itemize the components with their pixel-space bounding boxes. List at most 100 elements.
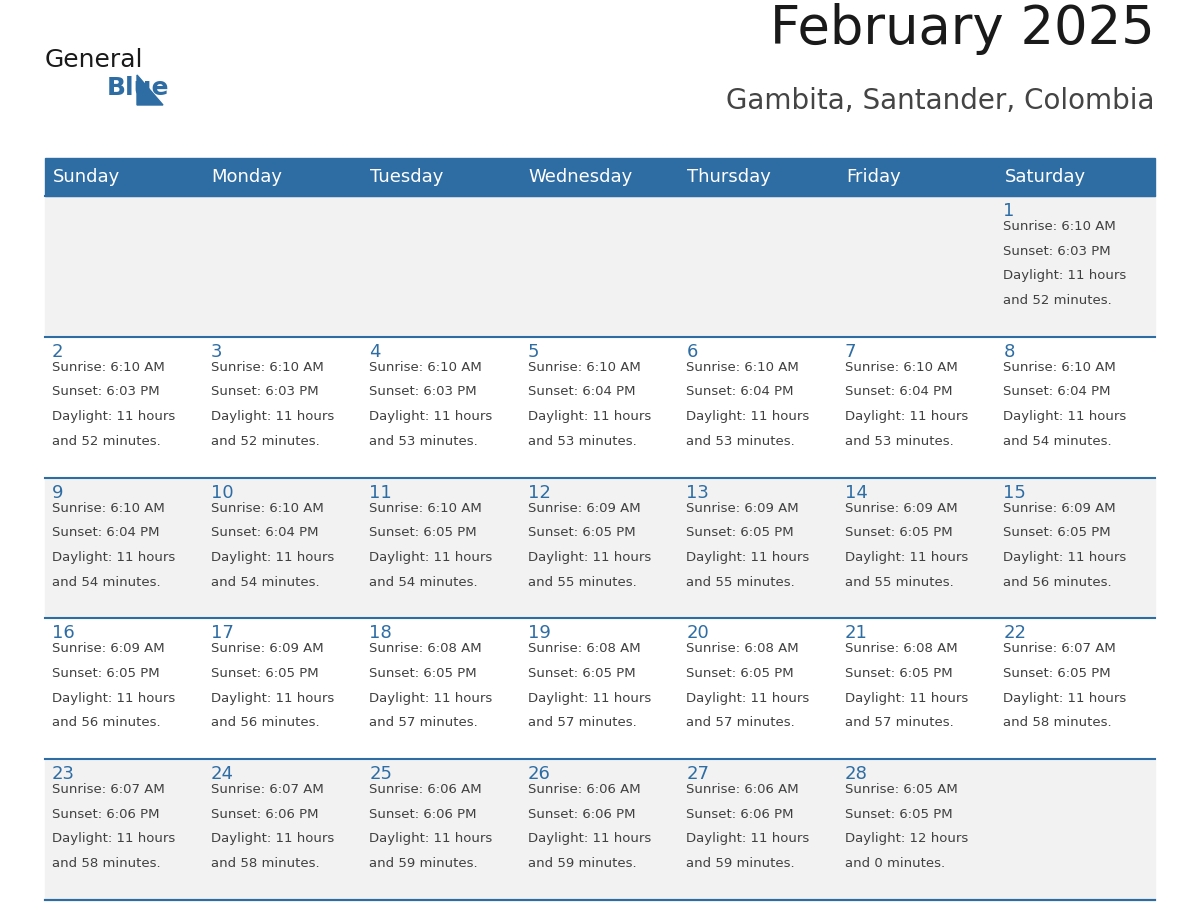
Text: and 59 minutes.: and 59 minutes. xyxy=(527,857,637,870)
Text: 4: 4 xyxy=(369,342,380,361)
Text: Sunrise: 6:09 AM: Sunrise: 6:09 AM xyxy=(210,643,323,655)
Text: 7: 7 xyxy=(845,342,857,361)
Text: Sunrise: 6:08 AM: Sunrise: 6:08 AM xyxy=(369,643,482,655)
Text: and 54 minutes.: and 54 minutes. xyxy=(369,576,478,588)
Text: and 54 minutes.: and 54 minutes. xyxy=(52,576,160,588)
Text: Sunrise: 6:07 AM: Sunrise: 6:07 AM xyxy=(210,783,323,796)
Text: Daylight: 11 hours: Daylight: 11 hours xyxy=(369,691,492,705)
Text: 3: 3 xyxy=(210,342,222,361)
Text: and 57 minutes.: and 57 minutes. xyxy=(845,716,954,729)
Text: Sunrise: 6:07 AM: Sunrise: 6:07 AM xyxy=(52,783,165,796)
Text: Sunrise: 6:08 AM: Sunrise: 6:08 AM xyxy=(527,643,640,655)
Text: and 54 minutes.: and 54 minutes. xyxy=(210,576,320,588)
Text: and 53 minutes.: and 53 minutes. xyxy=(687,435,795,448)
Text: and 52 minutes.: and 52 minutes. xyxy=(1004,294,1112,307)
Text: 13: 13 xyxy=(687,484,709,501)
Text: Sunset: 6:05 PM: Sunset: 6:05 PM xyxy=(369,526,476,539)
Text: 6: 6 xyxy=(687,342,697,361)
Text: Thursday: Thursday xyxy=(688,168,771,186)
Text: Sunset: 6:03 PM: Sunset: 6:03 PM xyxy=(52,386,159,398)
Text: and 58 minutes.: and 58 minutes. xyxy=(210,857,320,870)
Text: Daylight: 11 hours: Daylight: 11 hours xyxy=(210,833,334,845)
Text: Sunset: 6:05 PM: Sunset: 6:05 PM xyxy=(845,526,953,539)
Text: Daylight: 11 hours: Daylight: 11 hours xyxy=(1004,269,1126,282)
Text: February 2025: February 2025 xyxy=(770,3,1155,55)
Text: Sunrise: 6:10 AM: Sunrise: 6:10 AM xyxy=(369,501,482,515)
Text: and 59 minutes.: and 59 minutes. xyxy=(687,857,795,870)
Text: 23: 23 xyxy=(52,766,75,783)
Text: Daylight: 11 hours: Daylight: 11 hours xyxy=(687,551,809,564)
Text: Daylight: 11 hours: Daylight: 11 hours xyxy=(845,691,968,705)
Text: Sunset: 6:05 PM: Sunset: 6:05 PM xyxy=(687,526,794,539)
Text: 26: 26 xyxy=(527,766,550,783)
Text: 15: 15 xyxy=(1004,484,1026,501)
Text: Daylight: 11 hours: Daylight: 11 hours xyxy=(687,410,809,423)
Text: Sunrise: 6:10 AM: Sunrise: 6:10 AM xyxy=(210,501,323,515)
Text: Daylight: 11 hours: Daylight: 11 hours xyxy=(845,551,968,564)
Text: Sunrise: 6:10 AM: Sunrise: 6:10 AM xyxy=(687,361,800,374)
Text: Daylight: 11 hours: Daylight: 11 hours xyxy=(527,833,651,845)
Text: and 56 minutes.: and 56 minutes. xyxy=(210,716,320,729)
Text: Daylight: 11 hours: Daylight: 11 hours xyxy=(210,551,334,564)
Text: and 57 minutes.: and 57 minutes. xyxy=(369,716,478,729)
Text: Sunset: 6:06 PM: Sunset: 6:06 PM xyxy=(52,808,159,821)
Text: Sunset: 6:05 PM: Sunset: 6:05 PM xyxy=(527,526,636,539)
Text: Sunrise: 6:10 AM: Sunrise: 6:10 AM xyxy=(1004,220,1117,233)
Text: and 55 minutes.: and 55 minutes. xyxy=(527,576,637,588)
Text: Sunset: 6:04 PM: Sunset: 6:04 PM xyxy=(845,386,953,398)
Text: 25: 25 xyxy=(369,766,392,783)
Text: Sunrise: 6:08 AM: Sunrise: 6:08 AM xyxy=(687,643,798,655)
Text: Daylight: 11 hours: Daylight: 11 hours xyxy=(687,691,809,705)
Text: Daylight: 11 hours: Daylight: 11 hours xyxy=(52,551,176,564)
Text: Daylight: 11 hours: Daylight: 11 hours xyxy=(527,691,651,705)
Text: Sunset: 6:05 PM: Sunset: 6:05 PM xyxy=(687,667,794,680)
Text: 27: 27 xyxy=(687,766,709,783)
Text: Sunset: 6:06 PM: Sunset: 6:06 PM xyxy=(687,808,794,821)
Text: and 52 minutes.: and 52 minutes. xyxy=(210,435,320,448)
Bar xyxy=(45,158,1155,196)
Text: Sunset: 6:04 PM: Sunset: 6:04 PM xyxy=(210,526,318,539)
Text: Daylight: 11 hours: Daylight: 11 hours xyxy=(1004,551,1126,564)
Text: Wednesday: Wednesday xyxy=(529,168,633,186)
Text: Daylight: 11 hours: Daylight: 11 hours xyxy=(369,551,492,564)
Text: and 53 minutes.: and 53 minutes. xyxy=(527,435,637,448)
Text: and 57 minutes.: and 57 minutes. xyxy=(687,716,795,729)
Text: Sunrise: 6:09 AM: Sunrise: 6:09 AM xyxy=(1004,501,1116,515)
Text: Sunrise: 6:08 AM: Sunrise: 6:08 AM xyxy=(845,643,958,655)
Text: Blue: Blue xyxy=(107,76,170,100)
Text: Sunset: 6:05 PM: Sunset: 6:05 PM xyxy=(1004,667,1111,680)
Text: Daylight: 11 hours: Daylight: 11 hours xyxy=(210,691,334,705)
Text: 14: 14 xyxy=(845,484,867,501)
Text: and 58 minutes.: and 58 minutes. xyxy=(52,857,160,870)
Text: and 58 minutes.: and 58 minutes. xyxy=(1004,716,1112,729)
Text: Daylight: 11 hours: Daylight: 11 hours xyxy=(845,410,968,423)
Text: Gambita, Santander, Colombia: Gambita, Santander, Colombia xyxy=(727,87,1155,115)
Text: Sunset: 6:05 PM: Sunset: 6:05 PM xyxy=(845,808,953,821)
Text: Sunrise: 6:10 AM: Sunrise: 6:10 AM xyxy=(527,361,640,374)
Text: Daylight: 11 hours: Daylight: 11 hours xyxy=(52,691,176,705)
Text: Sunset: 6:04 PM: Sunset: 6:04 PM xyxy=(687,386,794,398)
Text: Sunrise: 6:10 AM: Sunrise: 6:10 AM xyxy=(845,361,958,374)
Text: Tuesday: Tuesday xyxy=(371,168,443,186)
Text: Sunrise: 6:06 AM: Sunrise: 6:06 AM xyxy=(369,783,482,796)
Text: Sunset: 6:06 PM: Sunset: 6:06 PM xyxy=(369,808,476,821)
Text: Sunset: 6:04 PM: Sunset: 6:04 PM xyxy=(52,526,159,539)
Text: Sunset: 6:03 PM: Sunset: 6:03 PM xyxy=(210,386,318,398)
Text: Sunrise: 6:06 AM: Sunrise: 6:06 AM xyxy=(687,783,798,796)
Text: Friday: Friday xyxy=(846,168,901,186)
Text: Daylight: 11 hours: Daylight: 11 hours xyxy=(52,833,176,845)
Text: Sunset: 6:05 PM: Sunset: 6:05 PM xyxy=(369,667,476,680)
Text: Sunset: 6:06 PM: Sunset: 6:06 PM xyxy=(527,808,636,821)
Text: Sunset: 6:04 PM: Sunset: 6:04 PM xyxy=(1004,386,1111,398)
Polygon shape xyxy=(137,75,163,105)
Text: Sunrise: 6:09 AM: Sunrise: 6:09 AM xyxy=(52,643,165,655)
Text: and 53 minutes.: and 53 minutes. xyxy=(845,435,954,448)
Bar xyxy=(45,477,1155,619)
Text: and 59 minutes.: and 59 minutes. xyxy=(369,857,478,870)
Text: 19: 19 xyxy=(527,624,550,643)
Text: Daylight: 11 hours: Daylight: 11 hours xyxy=(1004,691,1126,705)
Text: and 56 minutes.: and 56 minutes. xyxy=(1004,576,1112,588)
Text: 1: 1 xyxy=(1004,202,1015,220)
Text: 5: 5 xyxy=(527,342,539,361)
Text: Sunrise: 6:06 AM: Sunrise: 6:06 AM xyxy=(527,783,640,796)
